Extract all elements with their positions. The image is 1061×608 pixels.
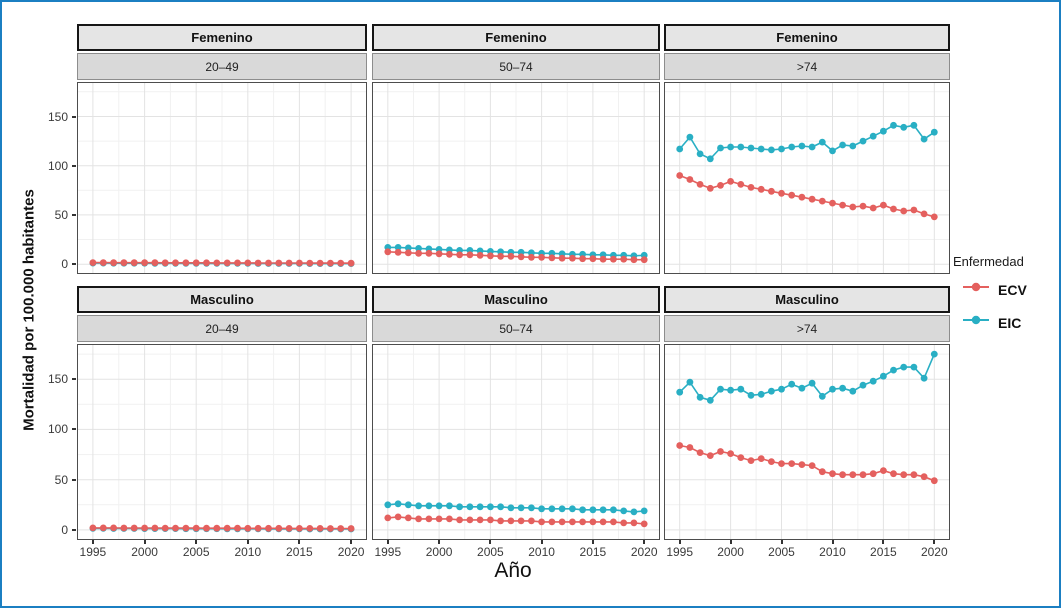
- y-tick-label: 150: [47, 109, 68, 124]
- x-tick-label: 2010: [819, 545, 846, 559]
- y-tick: [72, 213, 76, 216]
- x-tick-label: 2005: [768, 545, 795, 559]
- facet-strip-sex: Masculino: [77, 286, 367, 313]
- plot-panel: [372, 82, 660, 274]
- y-tick: [72, 164, 76, 167]
- y-tick: [72, 115, 76, 118]
- x-tick: [195, 540, 198, 544]
- x-tick: [91, 540, 94, 544]
- facet-masculino-20-49: Masculino 20–49: [77, 286, 367, 540]
- legend-entry-ecv: ECV: [953, 279, 1059, 300]
- legend: Enfermedad ECV EIC: [953, 254, 1059, 345]
- x-tick: [246, 540, 249, 544]
- facet-strip-age: 20–49: [77, 53, 367, 80]
- x-tick: [143, 540, 146, 544]
- facet-strip-age: 50–74: [372, 315, 660, 342]
- x-tick: [831, 540, 834, 544]
- facet-masculino-over-74: Masculino >74: [664, 286, 950, 540]
- facet-strip-sex: Femenino: [77, 24, 367, 51]
- facet-strip-age: 50–74: [372, 53, 660, 80]
- x-axis-title: Año: [494, 559, 532, 582]
- x-tick-label: 1995: [374, 545, 402, 559]
- x-tick-label: 1995: [79, 545, 107, 559]
- y-axis-title: Mortalidad por 100.000 habitantes: [20, 189, 38, 431]
- x-tick-label: 2015: [579, 545, 607, 559]
- x-axis-col-1: 1995 2000 2005 2010 2015 2020: [77, 540, 367, 562]
- y-tick-label: 100: [47, 158, 68, 173]
- y-tick: [72, 263, 76, 266]
- x-tick-label: 2005: [182, 545, 210, 559]
- y-tick-label: 150: [47, 372, 68, 387]
- x-tick: [643, 540, 646, 544]
- x-tick-label: 2010: [234, 545, 262, 559]
- y-tick-label: 100: [47, 422, 68, 437]
- facet-strip-age: >74: [664, 315, 950, 342]
- x-tick: [489, 540, 492, 544]
- ecv-line-dot-icon: [961, 279, 991, 300]
- legend-title: Enfermedad: [953, 254, 1024, 269]
- x-tick-label: 2020: [337, 545, 365, 559]
- y-tick: [72, 528, 76, 531]
- y-axis-bottom-row: 0 50 100 150: [40, 344, 76, 540]
- y-axis-top-row: 0 50 100 150: [40, 82, 76, 274]
- x-tick: [933, 540, 936, 544]
- facet-strip-age: 20–49: [77, 315, 367, 342]
- x-tick: [780, 540, 783, 544]
- facet-strip-sex: Femenino: [664, 24, 950, 51]
- facet-strip-sex: Femenino: [372, 24, 660, 51]
- x-tick-label: 2005: [477, 545, 504, 559]
- x-tick: [540, 540, 543, 544]
- x-tick-label: 2000: [425, 545, 453, 559]
- x-tick-label: 2010: [528, 545, 555, 559]
- y-tick: [72, 478, 76, 481]
- x-tick-label: 2020: [630, 545, 658, 559]
- facet-femenino-20-49: Femenino 20–49: [77, 24, 367, 274]
- facet-strip-sex: Masculino: [664, 286, 950, 313]
- y-tick: [72, 378, 76, 381]
- x-tick: [678, 540, 681, 544]
- facet-strip-age: >74: [664, 53, 950, 80]
- x-tick: [386, 540, 389, 544]
- x-axis-col-2: 1995 2000 2005 2010 2015 2020: [372, 540, 660, 562]
- y-tick-label: 0: [61, 522, 68, 537]
- legend-entry-eic: EIC: [953, 312, 1059, 333]
- x-tick: [438, 540, 441, 544]
- plot-panel: [372, 344, 660, 540]
- eic-line-dot-icon: [961, 312, 991, 333]
- legend-label: EIC: [998, 314, 1022, 331]
- x-tick-label: 1995: [666, 545, 694, 559]
- plot-panel: [664, 82, 950, 274]
- x-axis-col-3: 1995 2000 2005 2010 2015 2020: [664, 540, 950, 562]
- facet-strip-sex: Masculino: [372, 286, 660, 313]
- x-tick-label: 2015: [870, 545, 897, 559]
- plot-panel: [77, 82, 367, 274]
- x-tick: [350, 540, 353, 544]
- x-tick-label: 2020: [920, 545, 948, 559]
- facet-femenino-over-74: Femenino >74: [664, 24, 950, 274]
- legend-label: ECV: [998, 281, 1027, 298]
- x-tick-label: 2000: [131, 545, 158, 559]
- x-tick: [298, 540, 301, 544]
- y-tick-label: 50: [54, 207, 68, 222]
- facet-femenino-50-74: Femenino 50–74: [372, 24, 660, 274]
- y-tick: [72, 428, 76, 431]
- x-tick-label: 2015: [286, 545, 313, 559]
- x-tick: [882, 540, 885, 544]
- plot-panel: [77, 344, 367, 540]
- y-tick-label: 0: [61, 257, 68, 272]
- y-tick-label: 50: [54, 472, 68, 487]
- facet-masculino-50-74: Masculino 50–74: [372, 286, 660, 540]
- plot-panel: [664, 344, 950, 540]
- x-tick-label: 2000: [717, 545, 744, 559]
- x-tick: [729, 540, 732, 544]
- x-tick: [591, 540, 594, 544]
